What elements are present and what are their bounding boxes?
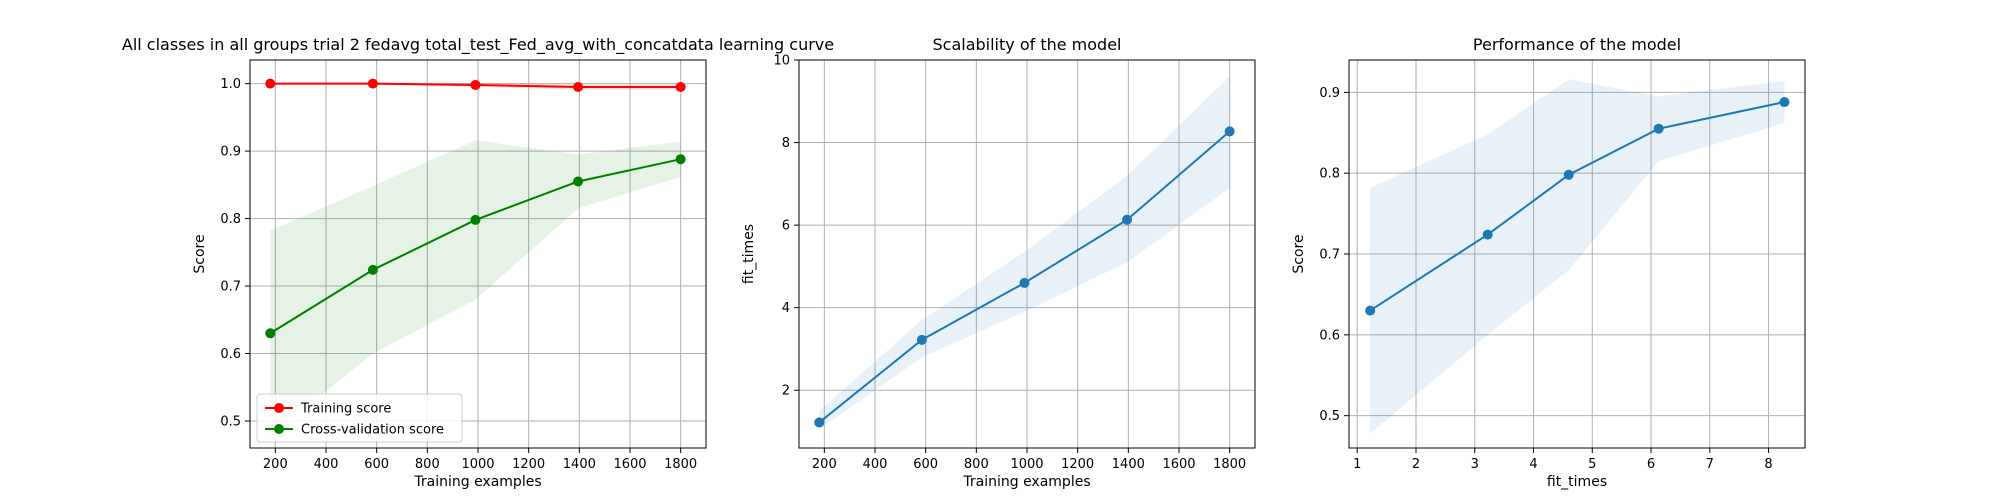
performance-panel: 1 2 3 4 5 6 7 8 0.5 0.6 0.7 0.8 0.9 Performance of th… — [1291, 35, 1806, 490]
scalability-x-tick-label: 800 — [964, 457, 989, 472]
performance-series-0-point — [1779, 97, 1790, 108]
performance-y-tick-label: 0.6 — [1319, 328, 1340, 343]
learning-curve-panel: 200 400 600 800 1000 1200 1400 1600 1800 0.5 0.6 0.… — [122, 35, 834, 490]
scalability-x-axis-label: Training examples — [962, 474, 1090, 490]
learning-curve-series-1-band — [270, 140, 681, 436]
learning-curve-series-0-point — [367, 78, 378, 89]
scalability-series-0-point — [1122, 214, 1133, 225]
scalability-x-tick-label: 200 — [812, 457, 837, 472]
performance-y-tick-label: 0.9 — [1319, 86, 1340, 101]
performance-y-tick-label: 0.8 — [1319, 167, 1340, 182]
performance-x-tick-label: 6 — [1647, 457, 1655, 472]
performance-series-0-band — [1370, 79, 1785, 434]
learning-curve-x-tick-label: 1800 — [664, 457, 697, 472]
performance-x-tick-label: 8 — [1764, 457, 1772, 472]
scalability-series-0-point — [1224, 126, 1235, 137]
learning-curve-x-tick-label: 400 — [314, 457, 339, 472]
learning-curve-series-1-point — [573, 176, 584, 187]
learning-curve-legend-box — [256, 393, 463, 443]
learning-curve-legend: Training score Cross-validation score — [256, 393, 463, 443]
performance-x-axis-label: fit_times — [1547, 474, 1607, 490]
learning-curve-x-tick-label: 800 — [415, 457, 440, 472]
scalability-y-tick-label: 10 — [773, 54, 790, 69]
performance-x-tick-label: 2 — [1412, 457, 1420, 472]
learning-curve-legend-marker-1 — [274, 424, 284, 434]
scalability-y-tick-label: 4 — [782, 301, 790, 316]
learning-curve-x-axis-label: Training examples — [413, 474, 541, 490]
performance-x-tick-label: 5 — [1588, 457, 1596, 472]
learning-curve-series-1-point — [470, 214, 481, 225]
learning-curve-series-0-point — [573, 81, 584, 92]
learning-curve-y-tick-label: 0.7 — [220, 280, 241, 295]
performance-y-tick-label: 0.7 — [1319, 248, 1340, 263]
scalability-x-tick-label: 1600 — [1162, 457, 1195, 472]
learning-curve-x-tick-label: 1400 — [563, 457, 596, 472]
performance-title: Performance of the model — [1473, 35, 1681, 54]
learning-curve-legend-label-0: Training score — [300, 402, 391, 417]
scalability-panel: 200 400 600 800 1000 1200 1400 1600 1800 2 4 6 8 10 Sc… — [741, 35, 1256, 490]
learning-curve-y-tick-label: 0.6 — [220, 347, 241, 362]
scalability-x-tick-label: 400 — [863, 457, 888, 472]
scalability-series-0-point — [814, 417, 825, 428]
learning-curve-legend-marker-0 — [274, 403, 284, 413]
learning-curve-series-0-point — [470, 79, 481, 90]
scalability-y-tick-label: 6 — [782, 219, 790, 234]
performance-series-0-point — [1482, 229, 1493, 240]
scalability-x-tick-label: 600 — [913, 457, 938, 472]
learning-curve-y-tick-label: 1.0 — [220, 77, 241, 92]
performance-x-tick-label: 4 — [1529, 457, 1537, 472]
learning-curve-y-axis-label: Score — [192, 234, 208, 273]
performance-y-tick-label: 0.5 — [1319, 409, 1340, 424]
scalability-y-tick-label: 8 — [782, 136, 790, 151]
scalability-x-tick-label: 1400 — [1112, 457, 1145, 472]
scalability-x-tick-label: 1000 — [1010, 457, 1043, 472]
scalability-title: Scalability of the model — [933, 35, 1122, 54]
performance-series-0-point — [1653, 123, 1664, 134]
scalability-y-axis-label: fit_times — [741, 224, 757, 284]
scalability-series-0-point — [916, 334, 927, 345]
scalability-y-tick-label: 2 — [782, 384, 790, 399]
scalability-x-tick-label: 1800 — [1213, 457, 1246, 472]
learning-curve-series-1-point — [675, 154, 686, 165]
learning-curve-y-tick-label: 0.8 — [220, 212, 241, 227]
learning-curve-series-1-point — [265, 328, 276, 339]
learning-curve-y-tick-label: 0.9 — [220, 145, 241, 160]
learning-curve-title: All classes in all groups trial 2 fedavg… — [122, 35, 834, 55]
learning-curve-series-0-point — [675, 81, 686, 92]
learning-curve-x-tick-label: 1000 — [461, 457, 494, 472]
performance-y-axis-label: Score — [1291, 234, 1307, 273]
learning-curve-x-tick-label: 1200 — [512, 457, 545, 472]
performance-x-tick-label: 7 — [1706, 457, 1714, 472]
performance-x-tick-label: 3 — [1471, 457, 1479, 472]
learning-curve-series-1-point — [367, 264, 378, 275]
scalability-series-0-point — [1019, 277, 1030, 288]
learning-curve-x-tick-label: 1600 — [613, 457, 646, 472]
learning-curve-legend-label-1: Cross-validation score — [301, 423, 444, 438]
performance-series-0-point — [1365, 305, 1376, 316]
learning-curve-x-tick-label: 600 — [364, 457, 389, 472]
learning-curve-x-tick-label: 200 — [263, 457, 288, 472]
performance-series-0-point — [1563, 169, 1574, 180]
learning-curve-y-tick-label: 0.5 — [220, 415, 241, 430]
scalability-x-tick-label: 1200 — [1061, 457, 1094, 472]
performance-x-tick-label: 1 — [1353, 457, 1361, 472]
learning-curve-series-0-point — [265, 78, 276, 89]
